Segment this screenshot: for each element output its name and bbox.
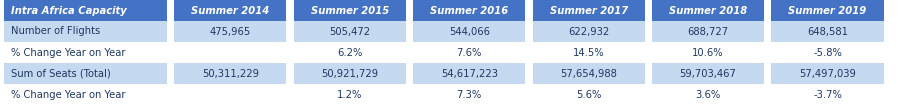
Bar [294, 21, 406, 42]
Bar [174, 42, 286, 63]
Bar [174, 84, 286, 105]
Bar [4, 21, 167, 42]
Text: Summer 2016: Summer 2016 [430, 5, 508, 16]
Bar [652, 0, 764, 21]
Text: 5.6%: 5.6% [576, 89, 602, 100]
Text: Number of Flights: Number of Flights [11, 26, 100, 37]
Bar [4, 84, 167, 105]
Text: 505,472: 505,472 [330, 26, 370, 37]
Bar [294, 0, 406, 21]
Bar [174, 0, 286, 21]
Text: 475,965: 475,965 [210, 26, 251, 37]
Text: Summer 2015: Summer 2015 [311, 5, 389, 16]
Bar [4, 0, 167, 21]
Bar [413, 42, 525, 63]
Bar [652, 84, 764, 105]
Bar [413, 84, 525, 105]
Text: Summer 2019: Summer 2019 [788, 5, 867, 16]
Text: 688,727: 688,727 [688, 26, 728, 37]
Text: % Change Year on Year: % Change Year on Year [11, 47, 126, 58]
Text: Summer 2018: Summer 2018 [669, 5, 747, 16]
Text: 10.6%: 10.6% [692, 47, 724, 58]
Bar [771, 21, 884, 42]
Bar [771, 0, 884, 21]
Text: 54,617,223: 54,617,223 [441, 68, 497, 79]
Bar [771, 84, 884, 105]
Text: 3.6%: 3.6% [695, 89, 721, 100]
Bar [771, 42, 884, 63]
Text: Sum of Seats (Total): Sum of Seats (Total) [11, 68, 110, 79]
Bar [652, 42, 764, 63]
Text: -5.8%: -5.8% [813, 47, 842, 58]
Bar [533, 84, 645, 105]
Text: 544,066: 544,066 [449, 26, 489, 37]
Text: 1.2%: 1.2% [337, 89, 363, 100]
Bar [533, 21, 645, 42]
Bar [652, 21, 764, 42]
Text: 6.2%: 6.2% [337, 47, 363, 58]
Bar [533, 42, 645, 63]
Bar [294, 63, 406, 84]
Bar [533, 0, 645, 21]
Bar [294, 42, 406, 63]
Text: -3.7%: -3.7% [813, 89, 842, 100]
Text: 7.6%: 7.6% [456, 47, 482, 58]
Bar [174, 63, 286, 84]
Text: Intra Africa Capacity: Intra Africa Capacity [11, 5, 127, 16]
Bar [413, 21, 525, 42]
Bar [533, 63, 645, 84]
Bar [771, 63, 884, 84]
Bar [174, 21, 286, 42]
Text: 622,932: 622,932 [568, 26, 609, 37]
Bar [294, 84, 406, 105]
Bar [4, 42, 167, 63]
Bar [4, 63, 167, 84]
Text: 59,703,467: 59,703,467 [680, 68, 736, 79]
Text: 57,497,039: 57,497,039 [799, 68, 856, 79]
Text: 7.3%: 7.3% [456, 89, 482, 100]
Text: Summer 2017: Summer 2017 [550, 5, 628, 16]
Text: 14.5%: 14.5% [573, 47, 604, 58]
Text: 57,654,988: 57,654,988 [560, 68, 617, 79]
Text: 648,581: 648,581 [807, 26, 848, 37]
Text: 50,921,729: 50,921,729 [321, 68, 378, 79]
Text: 50,311,229: 50,311,229 [202, 68, 259, 79]
Text: Summer 2014: Summer 2014 [191, 5, 269, 16]
Bar [413, 0, 525, 21]
Bar [652, 63, 764, 84]
Text: % Change Year on Year: % Change Year on Year [11, 89, 126, 100]
Bar [413, 63, 525, 84]
